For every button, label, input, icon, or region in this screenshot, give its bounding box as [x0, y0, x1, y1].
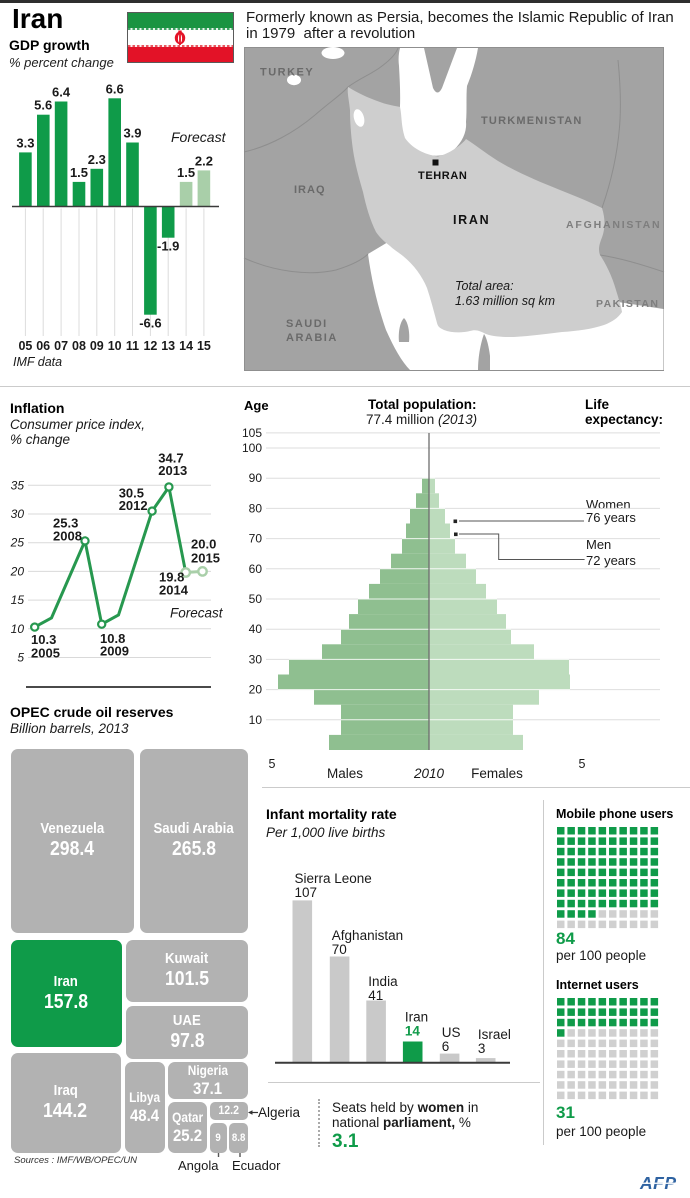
svg-text:2009: 2009	[100, 644, 129, 659]
svg-text:09: 09	[90, 339, 104, 353]
svg-text:5: 5	[17, 651, 24, 665]
svg-text:25: 25	[10, 536, 25, 550]
svg-text:PAKISTAN: PAKISTAN	[596, 298, 659, 310]
svg-text:Forecast: Forecast	[171, 129, 227, 145]
svg-text:2015: 2015	[191, 551, 220, 566]
svg-text:34.7: 34.7	[158, 450, 183, 465]
svg-text:Total area:: Total area:	[455, 279, 514, 293]
svg-text:Females: Females	[471, 766, 523, 781]
svg-text:70: 70	[249, 532, 263, 546]
svg-text:19.8: 19.8	[159, 569, 184, 584]
svg-text:6.6: 6.6	[106, 81, 124, 96]
svg-text:6.4: 6.4	[52, 85, 71, 100]
svg-text:30: 30	[249, 652, 263, 666]
svg-text:25.3: 25.3	[53, 516, 78, 531]
svg-text:10.8: 10.8	[100, 631, 125, 646]
svg-text:50: 50	[249, 592, 263, 606]
svg-text:IRAN: IRAN	[453, 213, 490, 227]
svg-text:30.5: 30.5	[119, 485, 144, 500]
svg-text:India: India	[368, 974, 398, 989]
svg-text:2008: 2008	[53, 529, 82, 544]
svg-text:2013: 2013	[158, 463, 187, 478]
svg-text:15: 15	[11, 593, 25, 607]
svg-text:05: 05	[18, 339, 32, 353]
svg-text:US: US	[442, 1025, 461, 1040]
svg-text:105: 105	[242, 426, 262, 440]
svg-text:10.3: 10.3	[31, 632, 56, 647]
svg-text:TURKMENISTAN: TURKMENISTAN	[481, 115, 583, 127]
svg-text:07: 07	[54, 339, 68, 353]
svg-text:12: 12	[143, 339, 157, 353]
svg-text:2010: 2010	[413, 766, 445, 781]
svg-text:-1.9: -1.9	[157, 239, 179, 254]
svg-text:60: 60	[249, 562, 263, 576]
svg-text:Afghanistan: Afghanistan	[332, 928, 403, 943]
svg-text:3.9: 3.9	[123, 126, 141, 141]
svg-text:6: 6	[442, 1039, 450, 1054]
svg-text:3.3: 3.3	[16, 135, 34, 150]
svg-text:Forecast: Forecast	[170, 606, 224, 621]
svg-text:10: 10	[108, 339, 122, 353]
svg-text:Iran: Iran	[405, 1010, 428, 1025]
svg-text:3: 3	[478, 1041, 486, 1056]
svg-text:41: 41	[368, 988, 383, 1003]
svg-text:20.0: 20.0	[191, 536, 216, 551]
svg-text:Israel: Israel	[478, 1027, 511, 1042]
svg-text:107: 107	[295, 885, 318, 900]
svg-text:1.5: 1.5	[70, 165, 88, 180]
svg-text:5.6: 5.6	[34, 98, 52, 113]
svg-text:IRAQ: IRAQ	[294, 184, 326, 196]
svg-text:10: 10	[249, 713, 263, 727]
svg-text:14: 14	[179, 339, 193, 353]
svg-text:2014: 2014	[159, 582, 189, 597]
svg-text:08: 08	[72, 339, 86, 353]
svg-text:40: 40	[249, 622, 263, 636]
svg-text:SAUDI: SAUDI	[286, 318, 328, 330]
svg-text:IMF data: IMF data	[13, 355, 62, 369]
svg-text:1.63 million sq km: 1.63 million sq km	[455, 294, 555, 308]
svg-text:14: 14	[405, 1024, 421, 1039]
svg-text:Sierra Leone: Sierra Leone	[295, 871, 372, 886]
svg-text:30: 30	[11, 507, 25, 521]
svg-text:13: 13	[161, 339, 175, 353]
svg-text:06: 06	[36, 339, 50, 353]
svg-text:2.3: 2.3	[88, 152, 106, 167]
svg-text:90: 90	[249, 471, 263, 485]
svg-text:5: 5	[579, 757, 586, 771]
svg-text:5: 5	[269, 757, 276, 771]
svg-text:70: 70	[332, 942, 347, 957]
svg-text:2012: 2012	[119, 498, 148, 513]
svg-text:20: 20	[10, 564, 25, 578]
svg-text:2005: 2005	[31, 646, 60, 661]
svg-text:-6.6: -6.6	[139, 316, 161, 331]
svg-text:80: 80	[249, 501, 263, 515]
svg-text:15: 15	[197, 339, 211, 353]
svg-text:TURKEY: TURKEY	[260, 67, 314, 79]
svg-text:TEHRAN: TEHRAN	[418, 170, 467, 182]
svg-text:11: 11	[126, 339, 139, 353]
svg-text:Males: Males	[327, 766, 363, 781]
svg-text:1.5: 1.5	[177, 165, 195, 180]
svg-text:35: 35	[11, 478, 25, 492]
svg-text:100: 100	[242, 441, 262, 455]
svg-text:AFGHANISTAN: AFGHANISTAN	[566, 219, 661, 231]
svg-text:2.2: 2.2	[195, 153, 213, 168]
svg-text:ARABIA: ARABIA	[286, 332, 338, 344]
svg-text:10: 10	[11, 622, 25, 636]
svg-text:20: 20	[249, 683, 263, 697]
